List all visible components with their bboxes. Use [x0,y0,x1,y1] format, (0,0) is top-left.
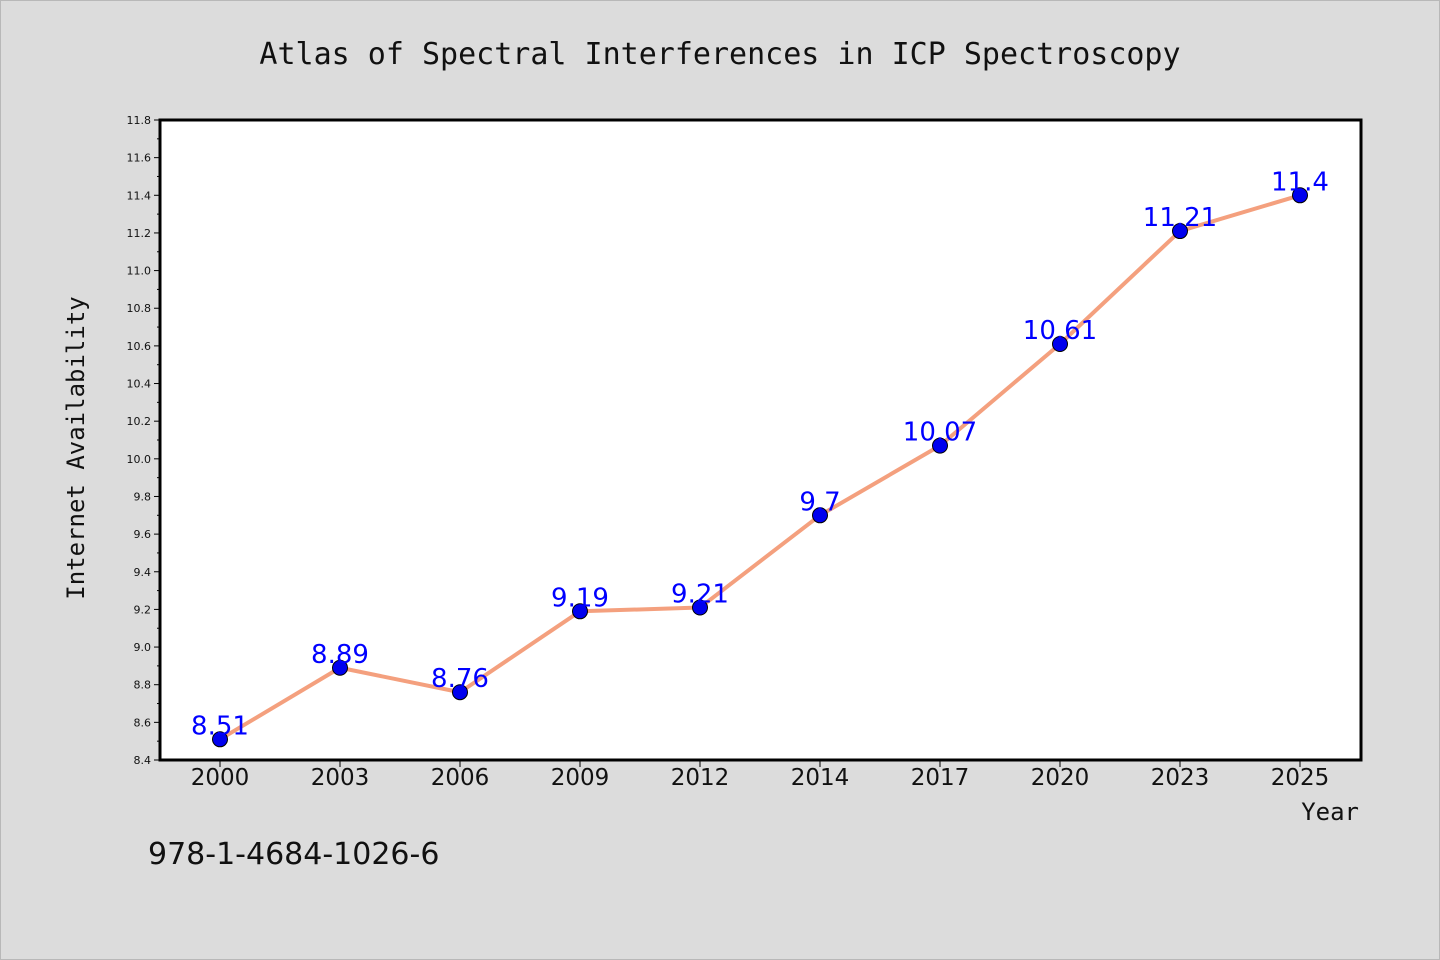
data-point [1052,336,1068,352]
data-label: 9.7 [799,487,840,517]
x-tick-label: 2012 [671,765,730,791]
data-point [332,659,348,676]
chart-title: Atlas of Spectral Interferences in ICP S… [259,37,1180,72]
y-tick-label: 8.4 [134,754,152,767]
y-tick-label: 10.6 [127,340,152,353]
y-tick-label: 11.0 [127,265,152,278]
y-tick-label: 8.8 [134,679,152,692]
x-tick-label: 2023 [1151,765,1210,791]
x-tick-label: 2014 [791,765,850,791]
x-tick-label: 2009 [551,765,610,791]
plot-area [158,118,1363,762]
data-point [572,603,588,620]
y-tick-label: 10.8 [127,302,152,315]
x-tick-label: 2020 [1031,765,1090,791]
data-label: 9.21 [671,580,729,610]
y-tick-label: 9.0 [134,641,152,654]
y-tick-label: 10.0 [127,453,152,466]
data-labels: 8.51 8.89 8.76 9.19 9.21 9.7 10.07 10.61 11.21 11… [191,167,1329,741]
data-label: 11.4 [1271,167,1329,197]
data-point [692,599,708,616]
y-tick-label: 11.8 [127,114,152,127]
x-tick-label: 2025 [1271,765,1330,791]
x-tick-label: 2017 [911,765,970,791]
x-axis-label: Year [1301,798,1359,826]
data-point [812,507,828,524]
y-tick-label: 9.8 [134,490,152,503]
x-tick-label: 2006 [431,765,490,791]
data-label: 8.89 [311,640,369,670]
x-axis: 2000 2003 2006 2009 2012 2014 2017 2020 2023 2025 [191,760,1330,791]
series-line [218,193,1302,742]
y-tick-label: 11.4 [127,189,152,202]
y-tick-label: 9.2 [134,603,152,616]
x-tick-label: 2000 [191,765,250,791]
data-point [1172,223,1188,240]
y-tick-label: 11.6 [127,152,152,165]
y-tick-label: 9.4 [134,566,152,579]
y-axis: 8.4 8.6 8.8 9.0 9.2 9.4 9.6 9.8 10.0 10.2 10.4 10.6… [127,114,160,767]
y-tick-label: 10.4 [127,378,152,391]
y-tick-label: 8.6 [134,716,152,729]
data-point [452,684,468,701]
data-label: 9.19 [551,583,609,613]
data-label: 11.21 [1143,203,1217,233]
y-tick-label: 9.6 [134,528,152,541]
data-label: 8.76 [431,664,489,694]
data-label: 8.51 [191,711,249,741]
series-markers [212,187,1308,748]
data-label: 10.07 [903,418,977,448]
y-tick-label: 10.2 [127,415,152,428]
y-tick-label: 11.2 [127,227,152,240]
data-point [932,437,948,454]
x-tick-label: 2003 [311,765,370,791]
isbn-footnote: 978-1-4684-1026-6 [148,837,439,872]
y-axis-label: Internet Availability [62,296,90,599]
data-point [212,731,228,748]
data-point [1292,187,1308,204]
data-label: 10.61 [1023,316,1097,346]
